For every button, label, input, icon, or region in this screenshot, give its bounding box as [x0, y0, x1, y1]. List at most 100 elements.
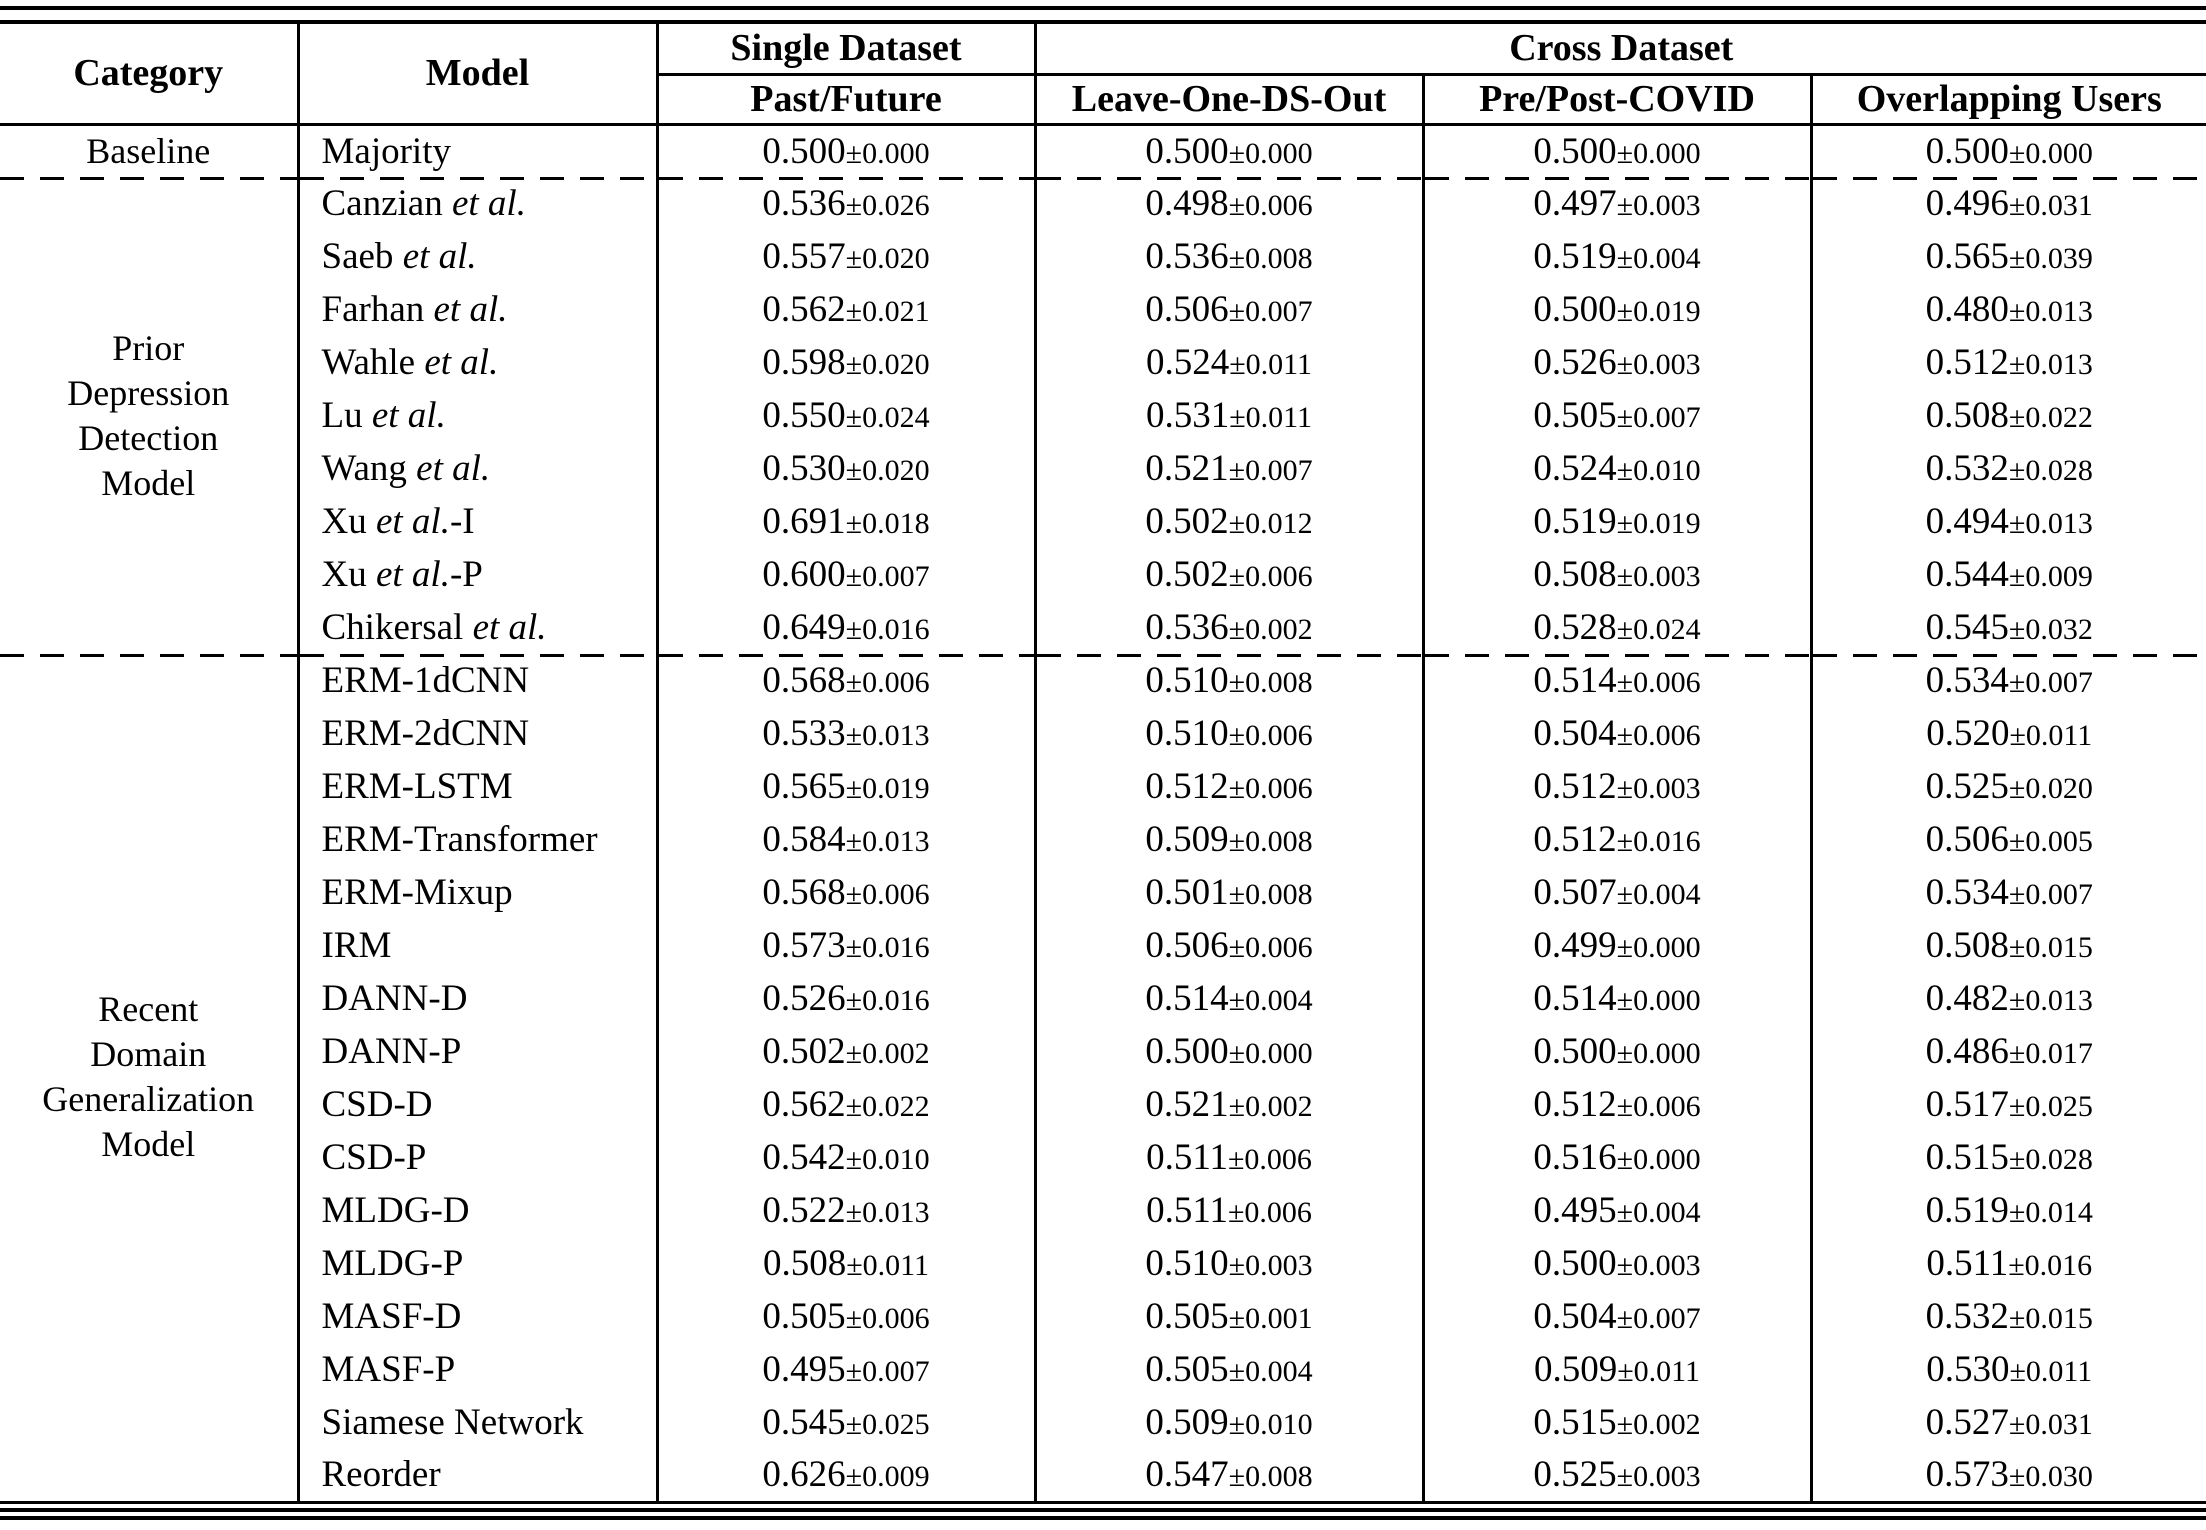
value-std: 0.016: [1633, 825, 1701, 858]
value-cell: 0.502±0.006: [1033, 548, 1423, 601]
value-mean: 0.510: [1145, 713, 1229, 754]
plus-minus-sign: ±: [1616, 1037, 1634, 1070]
value-std: 0.000: [1633, 136, 1701, 170]
plus-minus-sign: ±: [1616, 1460, 1634, 1494]
model-name: Xu: [321, 554, 376, 595]
value-mean: 0.524: [1145, 342, 1230, 383]
category-line: Depression: [67, 372, 230, 413]
model-name: MASF-P: [321, 1349, 456, 1390]
value-std: 0.021: [862, 295, 930, 328]
plus-minus-sign: ±: [1228, 1249, 1246, 1282]
plus-minus-sign: ±: [1617, 1355, 1634, 1388]
value-std: 0.004: [1245, 1355, 1313, 1388]
plus-minus-sign: ±: [845, 507, 863, 540]
model-cell: DANN-D: [296, 972, 657, 1025]
value-cell: 0.495±0.004: [1421, 1184, 1811, 1237]
value-cell: 0.495±0.007: [655, 1343, 1035, 1396]
plus-minus-sign: ±: [1228, 772, 1246, 805]
plus-minus-sign: ±: [1228, 560, 1246, 593]
value-mean: 0.509: [1145, 819, 1229, 860]
plus-minus-sign: ±: [2008, 931, 2026, 964]
value-std: 0.004: [1245, 984, 1313, 1017]
value-mean: 0.514: [1533, 660, 1617, 701]
value-std: 0.019: [1633, 507, 1701, 540]
value-std: 0.008: [1245, 242, 1313, 275]
value-std: 0.006: [1245, 560, 1313, 593]
plus-minus-sign: ±: [1228, 719, 1246, 752]
value-std: 0.002: [1245, 613, 1313, 646]
header-model: Model: [296, 24, 657, 126]
model-name: Lu: [321, 395, 372, 436]
model-cell: CSD-D: [296, 1078, 657, 1131]
plus-minus-sign: ±: [845, 242, 863, 275]
table-row: CSD-D 0.562±0.022 0.521±0.002 0.512±0.006 0.…: [0, 1078, 2206, 1131]
table-row: Siamese Network 0.545±0.025 0.509±0.010 0.5…: [0, 1396, 2206, 1449]
value-mean: 0.502: [762, 1031, 846, 1072]
value-std: 0.006: [1244, 1143, 1312, 1176]
value-std: 0.006: [862, 1302, 930, 1335]
value-mean: 0.525: [1925, 766, 2009, 807]
value-mean: 0.502: [1145, 554, 1229, 595]
value-mean: 0.524: [1533, 448, 1617, 489]
value-cell: 0.506±0.006: [1033, 919, 1423, 972]
model-name: CSD-D: [321, 1084, 433, 1125]
value-cell: 0.521±0.002: [1033, 1078, 1423, 1131]
table-row: IRM 0.573±0.016 0.506±0.006 0.499±0.000 0.50…: [0, 919, 2206, 972]
value-cell: 0.568±0.006: [655, 654, 1035, 707]
value-std: 0.002: [862, 1037, 930, 1070]
value-mean: 0.512: [1145, 766, 1229, 807]
plus-minus-sign: ±: [1229, 401, 1246, 434]
value-cell: 0.507±0.004: [1421, 866, 1811, 919]
model-name: DANN-D: [321, 978, 468, 1019]
value-std: 0.003: [1633, 189, 1701, 222]
value-cell: 0.517±0.025: [1809, 1078, 2206, 1131]
value-cell: 0.505±0.006: [655, 1290, 1035, 1343]
value-mean: 0.509: [1533, 1349, 1618, 1390]
plus-minus-sign: ±: [845, 666, 863, 699]
model-name: ERM-2dCNN: [321, 713, 530, 754]
value-mean: 0.514: [1145, 978, 1229, 1019]
category-line: Detection: [78, 417, 219, 458]
value-cell: 0.480±0.013: [1809, 283, 2206, 336]
value-mean: 0.536: [1145, 236, 1229, 277]
plus-minus-sign: ±: [2008, 348, 2026, 381]
category-line: Model: [101, 1124, 196, 1165]
value-std: 0.025: [862, 1408, 930, 1441]
value-mean: 0.526: [762, 978, 846, 1019]
value-std: 0.015: [2025, 931, 2093, 964]
plus-minus-sign: ±: [2008, 1302, 2026, 1335]
plus-minus-sign: ±: [2008, 136, 2026, 170]
value-mean: 0.568: [762, 872, 846, 913]
plus-minus-sign: ±: [845, 295, 863, 328]
value-cell: 0.482±0.013: [1809, 972, 2206, 1025]
plus-minus-sign: ±: [845, 136, 863, 170]
plus-minus-sign: ±: [845, 454, 863, 487]
plus-minus-sign: ±: [2008, 1460, 2026, 1494]
plus-minus-sign: ±: [845, 931, 863, 964]
value-cell: 0.542±0.010: [655, 1131, 1035, 1184]
value-std: 0.020: [862, 454, 930, 487]
plus-minus-sign: ±: [2008, 295, 2026, 328]
header-pre-post-covid: Pre/Post-COVID: [1421, 74, 1811, 126]
plus-minus-sign: ±: [2008, 878, 2026, 911]
value-mean: 0.521: [1145, 448, 1229, 489]
value-mean: 0.691: [762, 501, 846, 542]
plus-minus-sign: ±: [2008, 1249, 2025, 1282]
value-cell: 0.509±0.010: [1033, 1396, 1423, 1449]
value-cell: 0.573±0.030: [1809, 1449, 2206, 1502]
value-cell: 0.510±0.006: [1033, 707, 1423, 760]
value-mean: 0.500: [1145, 1031, 1229, 1072]
category-line: Model: [101, 462, 196, 503]
value-std: 0.006: [862, 878, 930, 911]
model-name: Xu: [321, 501, 376, 542]
value-mean: 0.500: [1533, 1031, 1617, 1072]
table-row: MASF-D 0.505±0.006 0.505±0.001 0.504±0.007 0…: [0, 1290, 2206, 1343]
value-mean: 0.511: [1146, 1137, 1228, 1178]
top-rule-outer: [0, 6, 2206, 10]
plus-minus-sign: ±: [1228, 295, 1246, 328]
value-mean: 0.497: [1533, 183, 1617, 224]
value-cell: 0.506±0.007: [1033, 283, 1423, 336]
value-mean: 0.510: [1145, 660, 1229, 701]
value-cell: 0.536±0.008: [1033, 230, 1423, 283]
value-cell: 0.515±0.028: [1809, 1131, 2206, 1184]
